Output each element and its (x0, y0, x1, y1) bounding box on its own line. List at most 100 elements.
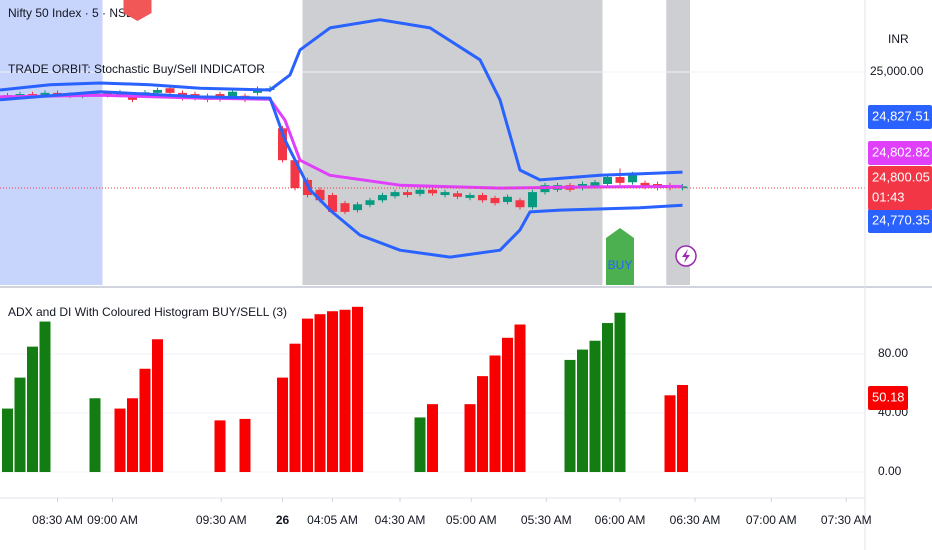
candle-body (490, 197, 500, 204)
indicator-line (0, 90, 683, 259)
candle-body (453, 193, 462, 197)
price-label: 24,802.82 (872, 144, 930, 159)
candle-body (315, 189, 325, 201)
current-price-label: 24,800.05 (872, 169, 930, 184)
value-label-box (868, 385, 908, 410)
candle-body (603, 177, 612, 185)
price-label-box (868, 166, 932, 210)
histogram-bar (89, 398, 101, 473)
candle-body (465, 195, 475, 198)
candle-body (528, 192, 537, 208)
histogram-bar (214, 420, 226, 473)
histogram-bar (514, 324, 526, 473)
candle-body (278, 128, 287, 161)
histogram-bar (152, 339, 163, 473)
x-tick-label: 05:30 AM (521, 513, 572, 527)
candle-body (478, 195, 487, 201)
candle-body (290, 160, 300, 189)
countdown-label: 01:43 (872, 189, 905, 204)
candle-body (503, 196, 512, 202)
histogram-bar (477, 376, 488, 473)
y-tick-label: 80.00 (878, 346, 908, 360)
histogram-bar (139, 368, 151, 473)
candle-body (515, 200, 525, 208)
histogram-bar (39, 321, 51, 473)
histogram-bar (327, 311, 338, 473)
histogram-bar (414, 417, 426, 473)
histogram-bar (302, 318, 313, 473)
histogram-bar (277, 377, 288, 473)
histogram-bar (289, 343, 301, 473)
x-tick-label: 04:05 AM (307, 513, 358, 527)
histogram-bar (352, 306, 363, 473)
candle-body (628, 174, 637, 183)
session-shade (0, 0, 103, 285)
histogram-bar (564, 359, 576, 473)
histogram-bar (489, 355, 501, 473)
x-tick-label: 07:00 AM (746, 513, 797, 527)
histogram-bar (239, 418, 251, 473)
y-tick-label: 0.00 (878, 464, 902, 478)
candle-body (403, 192, 412, 196)
histogram-bar (1, 408, 13, 473)
value-label: 50.18 (872, 389, 905, 404)
histogram-bar (614, 312, 626, 473)
candle-body (165, 88, 175, 93)
x-tick-label: 06:30 AM (670, 513, 721, 527)
sell-marker (123, 0, 152, 21)
candle-body (440, 192, 450, 196)
y-tick-label: 25,000.00 (870, 64, 924, 78)
candle-body (378, 195, 387, 201)
price-label: 24,770.35 (872, 212, 930, 227)
histogram-bar (602, 323, 613, 473)
histogram-bar (677, 384, 688, 473)
indicator-line (0, 18, 683, 182)
price-label-box (868, 141, 932, 165)
x-tick-label: 26 (276, 513, 290, 527)
indicator-line (0, 93, 683, 190)
histogram-bar (314, 314, 326, 473)
x-tick-label: 09:30 AM (196, 513, 247, 527)
symbol-title: Nifty 50 Index · 5 · NSE (8, 6, 134, 20)
backgrounds (0, 0, 865, 473)
x-tick-label: 08:30 AM (32, 513, 83, 527)
histogram-bar (114, 408, 126, 473)
marker-label: BUY (608, 258, 633, 272)
candle-body (640, 182, 650, 187)
candle-body (428, 189, 437, 194)
x-tick-label: 07:30 AM (821, 513, 872, 527)
alert-icon[interactable] (675, 245, 697, 267)
candle-body (40, 92, 50, 96)
histogram-bar (502, 337, 513, 473)
histogram-bar (339, 309, 351, 473)
x-tick-label: 09:00 AM (87, 513, 138, 527)
candle-body (415, 189, 425, 194)
indicator-title: TRADE ORBIT: Stochastic Buy/Sell INDICAT… (8, 62, 265, 76)
plots (0, 18, 865, 473)
histogram-bar (27, 346, 38, 473)
histogram-bar (589, 340, 601, 473)
candle-body (28, 94, 37, 96)
candle-body (228, 91, 237, 97)
histogram-bar (464, 404, 476, 473)
histogram-bar (14, 377, 26, 473)
session-shade (666, 0, 690, 285)
histogram-bar (127, 398, 138, 473)
session-shade (302, 0, 603, 285)
lightning (682, 249, 690, 263)
indicator-title: ADX and DI With Coloured Histogram BUY/S… (8, 305, 287, 319)
candle-body (153, 89, 162, 93)
candle-body (365, 200, 375, 205)
candle-body (390, 192, 400, 197)
price-label-box (868, 105, 932, 129)
histogram-bar (664, 395, 676, 473)
x-tick-label: 06:00 AM (595, 513, 646, 527)
histogram-bar (577, 349, 588, 473)
x-tick-label: 04:30 AM (375, 513, 426, 527)
price-label-box (868, 209, 932, 233)
candle-body (590, 182, 600, 187)
candle-body (353, 204, 362, 211)
x-tick-label: 05:00 AM (446, 513, 497, 527)
price-label: 24,827.51 (872, 108, 930, 123)
